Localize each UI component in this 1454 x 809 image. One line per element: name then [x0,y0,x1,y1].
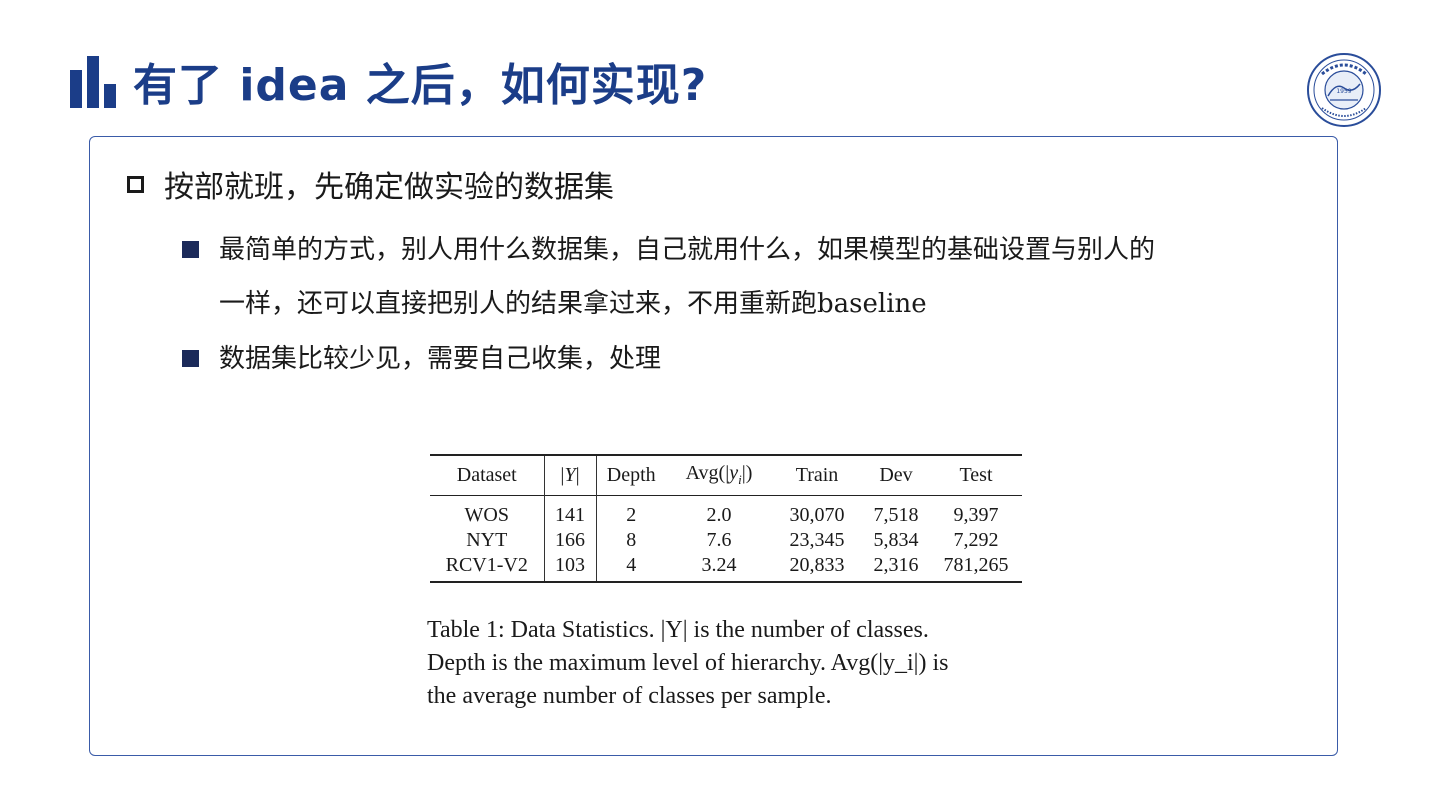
header-dataset: Dataset [430,455,545,495]
bullet-text-line: 一样，还可以直接把别人的结果拿过来，不用重新跑baseline [219,283,927,325]
bullet-text-line: 最简单的方式，别人用什么数据集，自己就用什么，如果模型的基础设置与别人的 [219,235,1156,265]
table-cell: WOS [430,495,545,527]
table-cell: 5,834 [873,528,919,551]
content-frame [89,136,1338,756]
hollow-square-bullet-icon [127,176,144,193]
square-bullet-icon [182,350,199,367]
header-test: Test [959,463,993,486]
data-statistics-table: Dataset |Y| Depth Avg(|yi|) Train Dev Te… [430,454,1022,583]
table-cell: RCV1-V2 [430,553,545,582]
header-depth: Depth [606,463,656,486]
section-heading-text: 按部就班，先确定做实验的数据集 [164,170,614,205]
table-cell: 141 [544,495,597,527]
bullet-text-latin: baseline [817,289,927,319]
header-num-classes: |Y| [544,455,597,495]
caption-line: the average number of classes per sample… [427,683,832,709]
caption-line: Depth is the maximum level of hierarchy.… [427,650,949,676]
caption-line: Table 1: Data Statistics. |Y| is the num… [427,617,929,643]
table-cell: 2.0 [706,503,732,526]
header-avg: Avg(|yi|) [685,462,753,488]
table-cell: 4 [626,553,637,576]
bullet-text-line: 数据集比较少见，需要自己收集，处理 [219,344,662,374]
table-cell: 7.6 [706,528,732,551]
header-train: Train [795,463,839,486]
table-cell: 166 [544,526,597,554]
svg-text:1959: 1959 [1336,88,1351,95]
table-cell: 3.24 [701,553,737,576]
header-dev: Dev [879,463,913,486]
bullet-text-cn: 一样，还可以直接把别人的结果拿过来，不用重新跑 [219,289,818,319]
table-cell: 7,292 [953,528,999,551]
slide-title: 有了 idea 之后，如何实现? [133,60,708,111]
table-cell: 103 [544,553,597,582]
table-cell: 9,397 [953,503,999,526]
table-cell: 2,316 [873,553,919,576]
table-caption: Table 1: Data Statistics. |Y| is the num… [427,614,1047,713]
table-cell: 20,833 [789,553,845,576]
table-cell: NYT [430,526,545,554]
table-cell: 2 [626,503,637,526]
section-heading: 按部就班，先确定做实验的数据集 [127,166,614,210]
table-cell: 30,070 [789,503,845,526]
table-row: NYT 166 8 7.6 23,345 5,834 7,292 [430,526,1022,554]
table-row: RCV1-V2 103 4 3.24 20,833 2,316 781,265 [430,553,1022,582]
title-bars-icon [70,56,122,108]
university-seal-logo: 1959 [1307,53,1381,127]
table-cell: 7,518 [873,503,919,526]
square-bullet-icon [182,241,199,258]
table-cell: 23,345 [789,528,845,551]
table-cell: 8 [626,528,637,551]
table-row: WOS 141 2 2.0 30,070 7,518 9,397 [430,495,1022,527]
table-cell: 781,265 [943,553,1009,576]
